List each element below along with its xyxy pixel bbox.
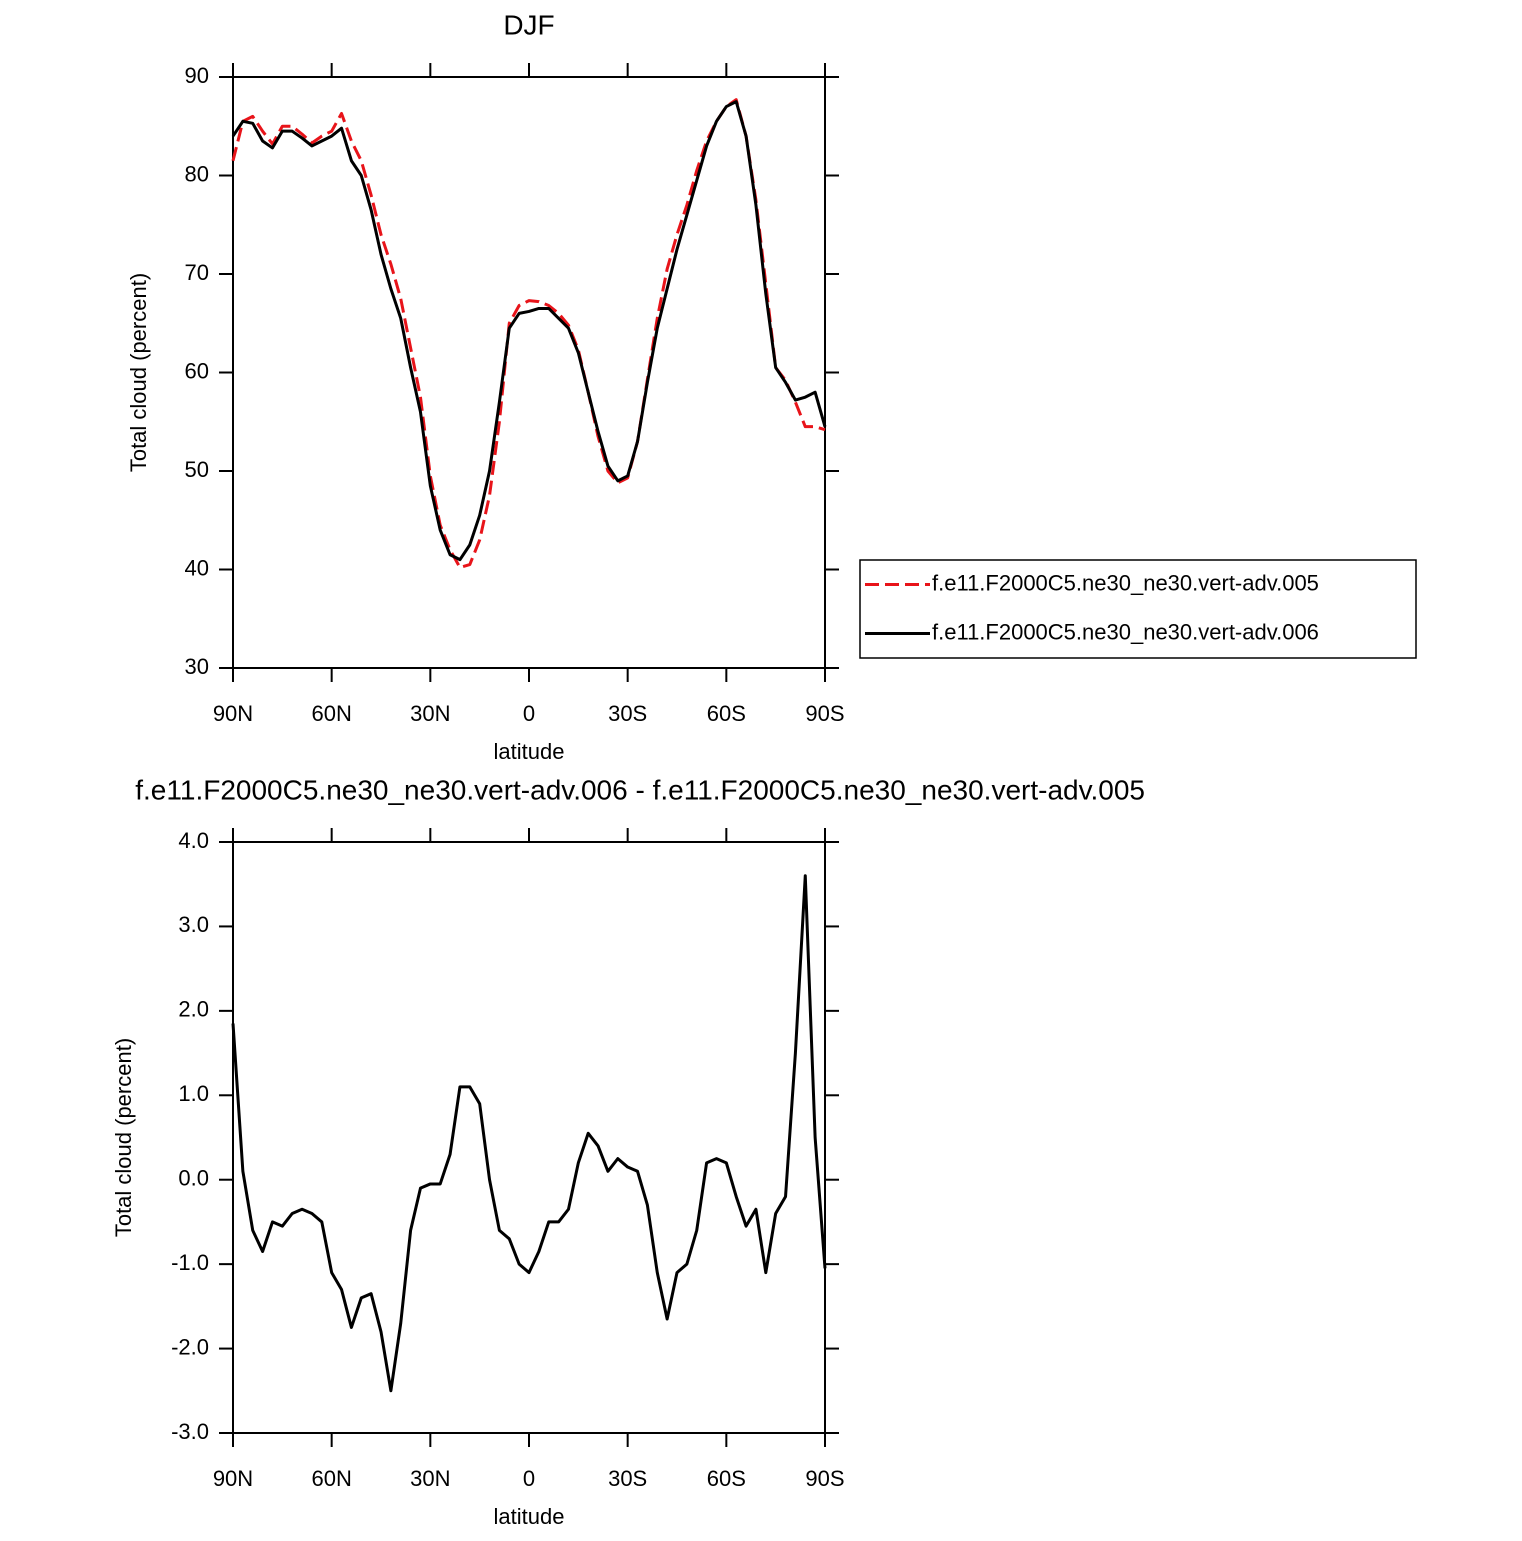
y-tick-label: 90 [185, 63, 209, 88]
plot-frame [232, 841, 826, 1434]
x-tick-label: 60N [311, 1466, 351, 1491]
data-line [231, 874, 827, 1393]
x-tick-label: 30S [608, 701, 647, 726]
x-tick-label: 90N [213, 701, 253, 726]
x-tick-label: 30N [410, 1466, 450, 1491]
y-tick-label: 80 [185, 161, 209, 186]
chart-title: DJF [503, 9, 554, 40]
y-axis-label: Total cloud (percent) [111, 1038, 136, 1237]
y-tick-label: 60 [185, 358, 209, 383]
x-tick-label: 90S [805, 1466, 844, 1491]
x-tick-label: 60N [311, 701, 351, 726]
data-line [231, 98, 826, 570]
x-tick-label: 30S [608, 1466, 647, 1491]
y-tick-label: 50 [185, 457, 209, 482]
data-line [231, 100, 827, 562]
y-tick-label: -3.0 [171, 1419, 209, 1444]
x-axis-label: latitude [494, 739, 565, 764]
y-tick-label: -1.0 [171, 1250, 209, 1275]
y-tick-label: 1.0 [178, 1081, 209, 1106]
x-tick-label: 90S [805, 701, 844, 726]
x-tick-label: 0 [523, 1466, 535, 1491]
x-tick-label: 90N [213, 1466, 253, 1491]
y-tick-label: 2.0 [178, 997, 209, 1022]
x-axis-label: latitude [494, 1504, 565, 1529]
y-tick-label: -2.0 [171, 1334, 209, 1359]
y-tick-label: 30 [185, 654, 209, 679]
y-tick-label: 40 [185, 555, 209, 580]
x-tick-label: 0 [523, 701, 535, 726]
y-tick-label: 0.0 [178, 1166, 209, 1191]
x-tick-label: 30N [410, 701, 450, 726]
y-axis-label: Total cloud (percent) [126, 273, 151, 472]
x-tick-label: 60S [707, 701, 746, 726]
legend-label: f.e11.F2000C5.ne30_ne30.vert-adv.006 [932, 619, 1319, 644]
legend-box [859, 559, 1417, 659]
x-tick-label: 60S [707, 1466, 746, 1491]
y-tick-label: 4.0 [178, 828, 209, 853]
legend-label: f.e11.F2000C5.ne30_ne30.vert-adv.005 [932, 570, 1319, 595]
chart-title: f.e11.F2000C5.ne30_ne30.vert-adv.006 - f… [135, 774, 1145, 805]
y-tick-label: 70 [185, 260, 209, 285]
y-tick-label: 3.0 [178, 912, 209, 937]
plot-frame [232, 76, 826, 669]
